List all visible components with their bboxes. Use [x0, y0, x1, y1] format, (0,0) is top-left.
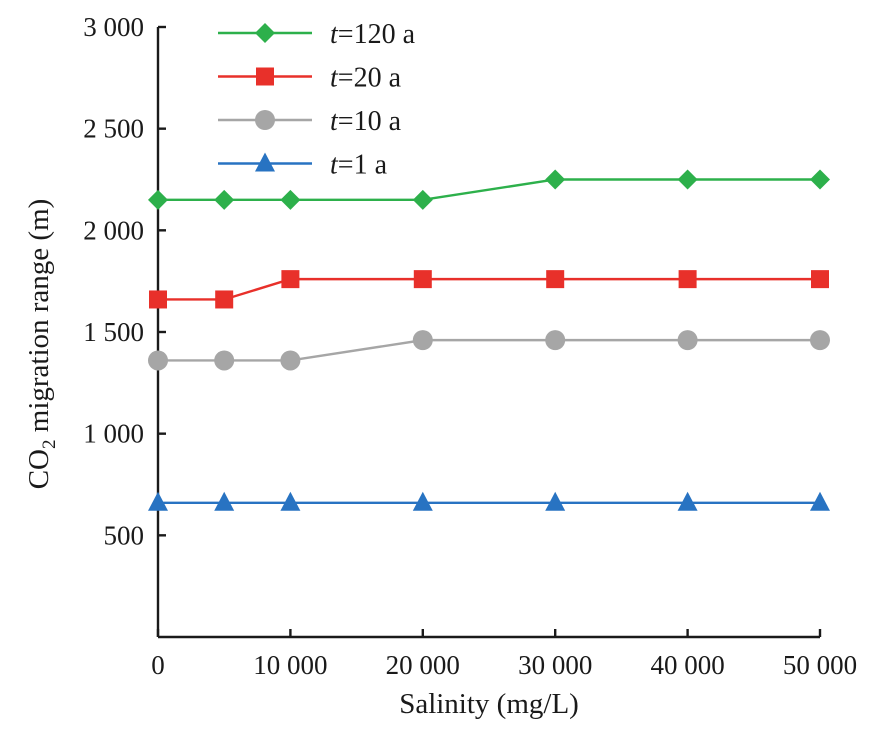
data-point — [677, 169, 698, 190]
x-tick-label: 20 000 — [386, 650, 460, 680]
legend-label: t=10 a — [330, 106, 402, 137]
data-point — [214, 350, 235, 371]
data-point — [810, 169, 830, 190]
legend-label: t=20 a — [330, 63, 402, 94]
series-layer — [148, 169, 830, 511]
data-point — [678, 270, 697, 289]
x-tick-label: 50 000 — [783, 650, 857, 680]
data-point — [810, 491, 830, 511]
x-tick-label: 10 000 — [253, 650, 327, 680]
data-point — [412, 491, 433, 511]
y-ticks: 500 1 000 1 500 2 000 2 500 3 000 — [83, 12, 166, 550]
legend-item: t=20 a — [218, 63, 402, 94]
data-point — [545, 169, 566, 190]
series-line — [158, 277, 820, 301]
data-point — [545, 330, 566, 351]
y-axis-title-rest: migration range (m) — [23, 199, 55, 440]
x-axis-title: Salinity (mg/L) — [399, 688, 579, 720]
data-point — [810, 330, 830, 351]
data-point — [545, 491, 566, 511]
data-point — [280, 189, 301, 210]
y-tick-label: 2 500 — [83, 114, 144, 144]
data-point — [280, 491, 301, 511]
x-tick-label: 0 — [151, 650, 165, 680]
legend-item: t=10 a — [218, 106, 402, 137]
data-point — [811, 270, 829, 289]
data-point — [280, 350, 301, 371]
y-tick-label: 3 000 — [83, 12, 144, 42]
legend-label: t=1 a — [330, 150, 388, 181]
y-tick-label: 1 500 — [83, 317, 144, 347]
y-tick-label: 2 000 — [83, 215, 144, 245]
x-tick-label: 30 000 — [518, 650, 592, 680]
legend-item: t=120 a — [218, 19, 416, 50]
y-axis-title-subscript: 2 — [39, 439, 60, 449]
y-axis-title: CO2 migration range (m) — [23, 199, 60, 490]
legend-marker — [255, 110, 275, 130]
y-tick-label: 1 000 — [83, 419, 144, 449]
legend-marker — [255, 152, 275, 172]
data-point — [148, 491, 168, 511]
data-point — [413, 270, 432, 289]
legend-marker — [255, 23, 275, 43]
series-4 — [148, 491, 830, 511]
data-point — [677, 491, 698, 511]
y-axis-title-main: CO — [23, 449, 55, 489]
data-point — [149, 290, 167, 309]
legend-label: t=120 a — [330, 19, 416, 50]
data-point — [281, 270, 300, 289]
data-point — [148, 350, 168, 371]
data-point — [214, 189, 235, 210]
series-2 — [149, 270, 829, 309]
data-point — [546, 270, 565, 289]
legend: t=120 a t=20 a t=10 a t=1 a — [218, 19, 416, 181]
series-line — [158, 338, 820, 362]
data-point — [148, 189, 168, 210]
series-1 — [148, 169, 830, 210]
x-ticks: 0 10 000 20 000 30 000 40 000 50 000 — [151, 629, 857, 680]
data-point — [215, 290, 234, 309]
data-point — [214, 491, 235, 511]
series-3 — [148, 330, 830, 371]
data-point — [412, 330, 433, 351]
x-tick-label: 40 000 — [650, 650, 724, 680]
legend-marker — [256, 67, 274, 86]
series-line — [158, 178, 820, 202]
data-point — [412, 189, 433, 210]
legend-item: t=1 a — [218, 150, 388, 181]
y-tick-label: 500 — [104, 520, 145, 550]
data-point — [677, 330, 698, 351]
